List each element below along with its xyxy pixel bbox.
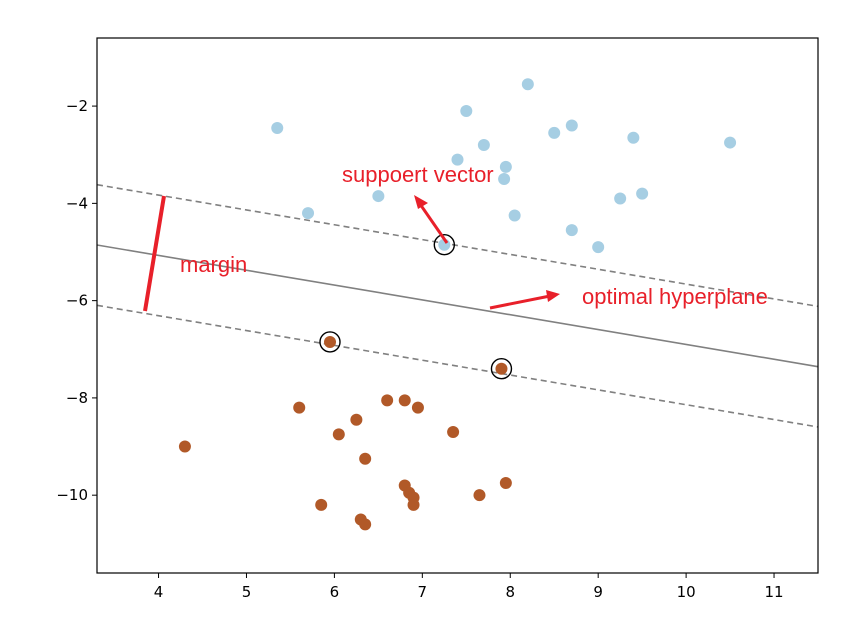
class-a-point [724,136,737,149]
x-tick-label: 4 [154,583,164,601]
class-b-point [499,477,512,490]
y-tick-label: −8 [66,389,88,407]
x-tick-label: 10 [677,583,696,601]
class-b-point [332,428,345,441]
class-b-point [359,518,372,531]
support-vector-arrow [418,203,449,244]
x-tick-label: 6 [330,583,340,601]
support-vector-ring [433,234,456,256]
class-a-point [372,190,385,203]
y-tick-label: −2 [66,97,88,115]
class-a-point [565,119,578,132]
class-b-point [398,394,411,407]
upper-margin-line [96,183,819,308]
class-b-point [495,362,508,375]
support-vector-ring [319,331,341,353]
x-tick-label: 11 [764,583,783,601]
margin-indicator [143,195,166,312]
hyperplane-arrowhead [546,290,560,302]
class-a-point [592,241,605,254]
hyperplane-label: optimal hyperplane [582,284,768,309]
class-a-point [460,104,473,117]
class-a-point [498,173,511,186]
x-tick-label: 9 [593,583,603,601]
y-tick-label: −10 [56,486,88,504]
data-points [178,78,737,531]
margin-label: margin [180,252,247,277]
class-b-point [411,401,424,414]
optimal-hyperplane-line [96,244,819,368]
class-a-point [302,207,315,220]
support-vector-markers [319,234,513,380]
class-a-point [627,131,640,144]
class-b-point [407,498,420,511]
class-a-point [477,139,490,151]
class-b-point [324,335,337,348]
class-b-point [315,498,328,511]
hyperplane-lines [96,183,819,428]
y-tick-label: −4 [66,194,88,212]
lower-margin-line [96,304,819,428]
class-a-point [451,153,464,166]
class-b-point [447,425,460,438]
y-tick-label: −6 [66,292,88,310]
class-b-point [178,440,191,453]
class-b-point [473,489,486,502]
x-tick-label: 8 [505,583,515,601]
class-b-point [293,401,306,414]
support-vector-label: suppoert vector [342,162,494,187]
x-tick-label: 5 [242,583,252,601]
class-a-point [636,187,649,200]
class-b-point [381,394,394,407]
class-a-point [499,160,512,173]
class-a-point [614,192,627,205]
hyperplane-arrow [489,294,551,310]
x-tick-label: 7 [418,583,428,601]
class-b-point [350,413,363,426]
class-a-point [548,126,561,139]
class-a-point [565,224,578,237]
class-a-point [508,209,521,222]
support-vector-ring [490,358,513,380]
support-vector-arrowhead [414,195,428,209]
axis-ticks: 4 5 6 7 8 9 10 11 −2 −4 −6 −8 −10 [56,97,783,601]
class-b-point [359,452,372,465]
class-a-point [271,121,284,134]
class-a-point [521,78,534,91]
plot-frame [96,37,819,574]
